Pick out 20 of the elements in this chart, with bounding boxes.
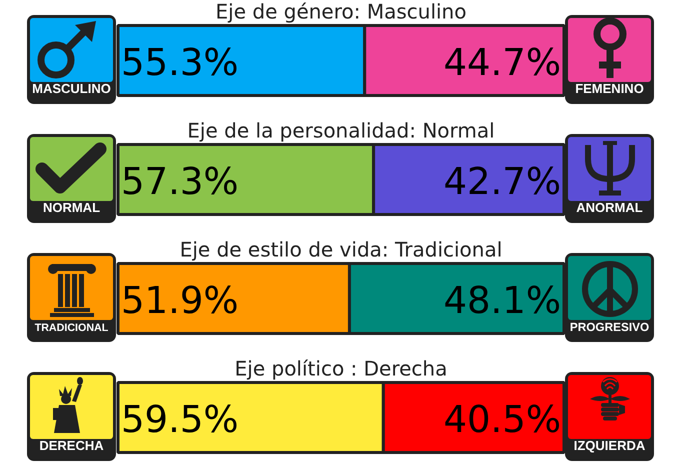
legend-label: ANORMAL	[576, 200, 643, 215]
chart-title: Eje de género: Masculino	[216, 0, 466, 24]
legend-label: DERECHA	[39, 438, 104, 453]
data-label: 59.5%	[121, 398, 239, 441]
chart-title: Eje de la personalidad: Normal	[187, 118, 495, 142]
legend-label: FEMENINO	[575, 81, 644, 96]
legend-label: MASCULINO	[32, 81, 111, 96]
series-label: NORMAL	[42, 200, 100, 215]
series-label: IZQUIERDA	[574, 438, 646, 453]
data-label: 57.3%	[121, 160, 239, 203]
data-label: 44.7%	[443, 41, 562, 84]
chart-title: Eje de estilo de vida: Tradicional	[180, 238, 502, 262]
data-label: 51.9%	[121, 279, 239, 322]
data-label: 40.5%	[443, 398, 562, 441]
data-label: 55.3%	[121, 41, 239, 84]
data-label: 48.1%	[443, 279, 562, 322]
data-label: 42.7%	[443, 160, 562, 203]
legend-label: PROGRESIVO	[570, 320, 650, 334]
chart-title: Eje político : Derecha	[234, 356, 448, 380]
legend-label: TRADICIONAL	[34, 322, 109, 334]
